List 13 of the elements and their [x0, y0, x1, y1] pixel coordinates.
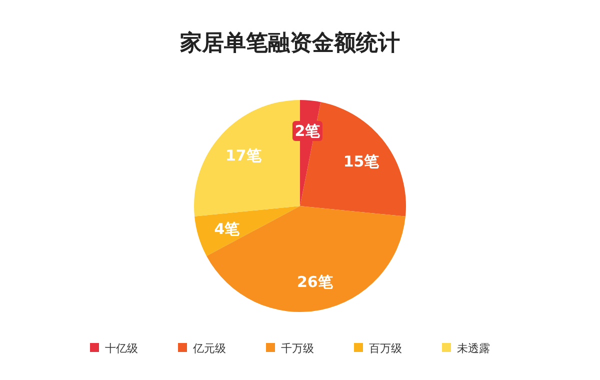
chart-title: 家居单笔融资金额统计	[179, 30, 400, 56]
data-label: 17笔	[226, 146, 262, 165]
legend-label: 未透露	[457, 342, 490, 355]
data-label: 4笔	[214, 220, 241, 238]
data-label: 15笔	[343, 152, 380, 171]
legend-label: 千万级	[281, 342, 314, 355]
data-label: 26笔	[296, 272, 334, 291]
legend-label: 百万级	[369, 342, 402, 355]
legend-label: 十亿级	[105, 342, 138, 355]
legend-label: 亿元级	[192, 342, 226, 355]
pie-slice	[206, 206, 406, 312]
pie-slice	[194, 206, 300, 256]
data-label: 2笔	[294, 122, 322, 140]
